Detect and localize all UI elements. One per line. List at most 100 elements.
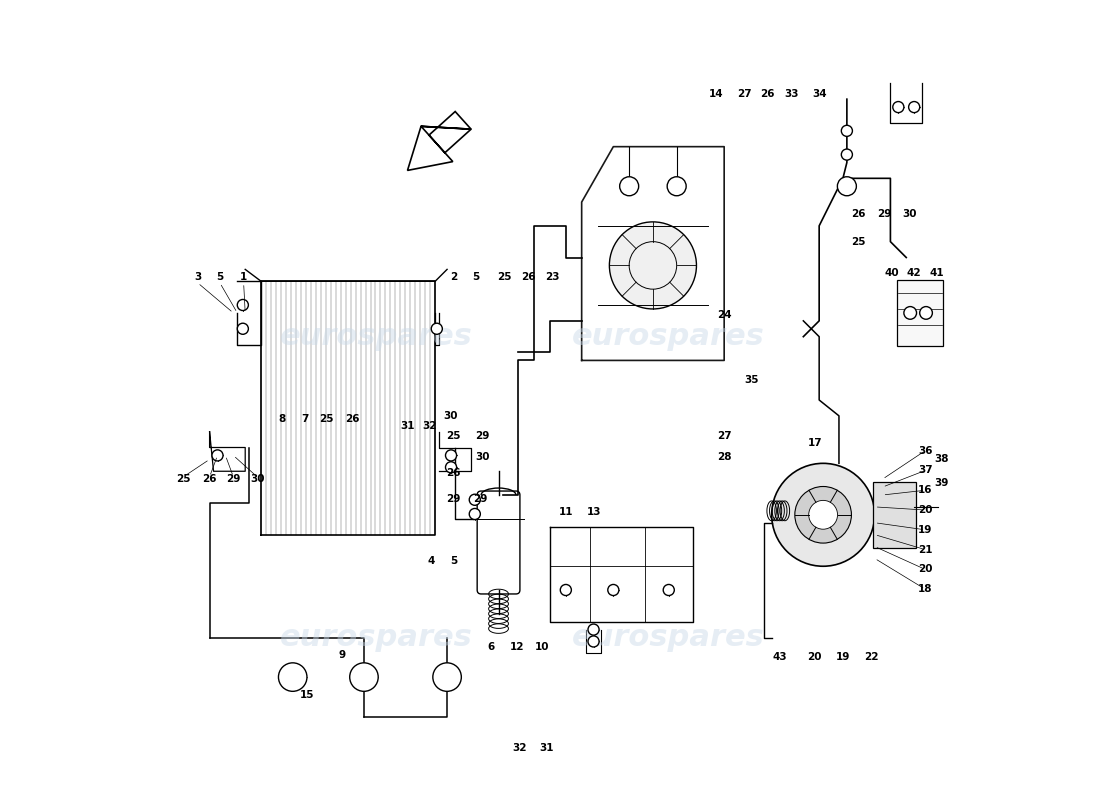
Text: 18: 18: [918, 584, 933, 594]
Circle shape: [588, 636, 600, 647]
Text: 14: 14: [708, 89, 724, 98]
Text: 3: 3: [194, 272, 201, 282]
Circle shape: [795, 486, 851, 543]
Text: 22: 22: [865, 652, 879, 662]
Text: 5: 5: [472, 272, 480, 282]
Text: 19: 19: [918, 525, 933, 535]
Text: 16: 16: [918, 486, 933, 495]
Text: 30: 30: [250, 474, 264, 484]
Text: 29: 29: [877, 209, 891, 219]
Text: 35: 35: [745, 375, 759, 386]
Text: 26: 26: [202, 474, 217, 484]
Text: 25: 25: [851, 237, 866, 246]
Text: 29: 29: [447, 494, 461, 504]
Circle shape: [238, 323, 249, 334]
Text: 20: 20: [918, 505, 933, 515]
Text: 32: 32: [422, 421, 437, 431]
Text: 27: 27: [717, 430, 732, 441]
Circle shape: [842, 126, 852, 136]
Circle shape: [920, 306, 933, 319]
Text: 33: 33: [784, 89, 799, 98]
Circle shape: [470, 509, 481, 519]
Text: 37: 37: [917, 466, 933, 475]
Text: 41: 41: [930, 268, 944, 278]
Circle shape: [470, 494, 481, 506]
Text: 30: 30: [443, 411, 459, 421]
Text: 20: 20: [807, 652, 822, 662]
Text: 42: 42: [906, 268, 922, 278]
Text: 8: 8: [278, 414, 286, 424]
Text: 25: 25: [319, 414, 334, 424]
Text: 17: 17: [807, 438, 823, 448]
Text: 9: 9: [338, 650, 345, 660]
Text: 10: 10: [535, 642, 549, 652]
Circle shape: [668, 177, 686, 196]
FancyBboxPatch shape: [477, 491, 520, 594]
Circle shape: [278, 663, 307, 691]
Text: 25: 25: [497, 272, 513, 282]
Text: 32: 32: [513, 743, 527, 754]
Circle shape: [663, 585, 674, 595]
Circle shape: [608, 585, 619, 595]
Text: eurospares: eurospares: [279, 623, 472, 652]
Circle shape: [431, 323, 442, 334]
Text: 23: 23: [546, 272, 560, 282]
FancyBboxPatch shape: [873, 482, 915, 548]
Text: 30: 30: [475, 452, 490, 462]
Circle shape: [350, 663, 378, 691]
Text: 38: 38: [935, 454, 949, 464]
Circle shape: [560, 585, 571, 595]
Text: 43: 43: [772, 652, 786, 662]
Circle shape: [446, 450, 456, 461]
Circle shape: [432, 663, 461, 691]
Text: 13: 13: [587, 507, 602, 518]
Text: 2: 2: [450, 272, 456, 282]
Text: 40: 40: [884, 268, 900, 278]
Text: 7: 7: [301, 414, 308, 424]
Text: eurospares: eurospares: [572, 623, 766, 652]
Text: 26: 26: [447, 468, 461, 478]
Text: 11: 11: [559, 507, 573, 518]
Text: 19: 19: [836, 652, 850, 662]
Text: eurospares: eurospares: [279, 322, 472, 351]
Text: eurospares: eurospares: [572, 322, 766, 351]
Text: 27: 27: [737, 89, 751, 98]
Text: 29: 29: [475, 430, 490, 441]
Circle shape: [904, 306, 916, 319]
Text: 29: 29: [473, 494, 487, 504]
Text: 25: 25: [447, 430, 461, 441]
Text: 26: 26: [521, 272, 536, 282]
Text: 36: 36: [918, 446, 933, 456]
Circle shape: [893, 102, 904, 113]
Text: 1: 1: [240, 272, 248, 282]
Text: 5: 5: [217, 272, 223, 282]
Circle shape: [238, 299, 249, 310]
Circle shape: [842, 149, 852, 160]
Text: 39: 39: [935, 478, 949, 488]
Circle shape: [609, 222, 696, 309]
Text: 20: 20: [918, 565, 933, 574]
Circle shape: [446, 462, 456, 473]
Circle shape: [837, 177, 857, 196]
Text: 24: 24: [717, 310, 732, 319]
Text: 26: 26: [344, 414, 360, 424]
Circle shape: [619, 177, 639, 196]
Text: 12: 12: [509, 642, 524, 652]
Text: 28: 28: [717, 452, 732, 462]
Text: 25: 25: [176, 474, 190, 484]
Text: 26: 26: [760, 89, 775, 98]
Text: 34: 34: [812, 89, 826, 98]
Circle shape: [909, 102, 920, 113]
Text: 31: 31: [540, 743, 554, 754]
Text: 29: 29: [227, 474, 241, 484]
Text: 5: 5: [450, 557, 456, 566]
Text: 21: 21: [918, 545, 933, 554]
Circle shape: [212, 450, 223, 461]
Circle shape: [772, 463, 874, 566]
Text: 31: 31: [400, 421, 415, 431]
Circle shape: [588, 624, 600, 635]
Text: 15: 15: [299, 690, 315, 699]
Text: 6: 6: [487, 642, 494, 652]
Circle shape: [808, 500, 837, 530]
FancyBboxPatch shape: [896, 280, 944, 346]
